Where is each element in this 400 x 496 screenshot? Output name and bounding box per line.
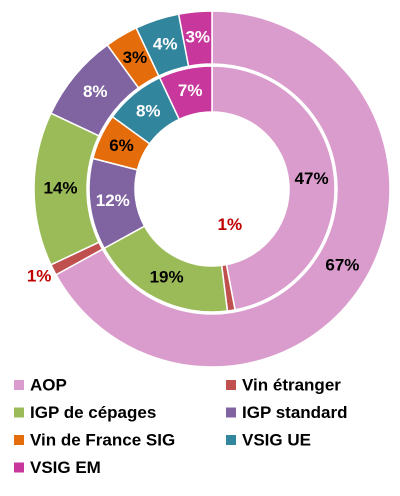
donut-segment [211,65,336,311]
legend-swatch [226,435,236,445]
data-label: 12% [96,191,130,210]
legend-swatch [14,380,24,390]
legend-swatch [14,462,24,473]
data-label: 3% [185,28,210,47]
data-label: 14% [43,178,77,197]
data-label: 19% [150,268,184,287]
legend-swatch [226,407,236,418]
data-label: 1% [27,267,52,286]
data-label: 6% [109,136,134,155]
data-label: 8% [136,101,161,120]
donut-segment [158,65,213,121]
legend-label: VSIG EM [30,458,101,477]
donut-segment [54,10,391,368]
data-label: 67% [325,256,359,275]
data-label: 8% [83,82,108,101]
legend-label: VSIG UE [242,430,311,449]
donut-segment [177,10,213,68]
legend-swatch [226,380,236,390]
data-label: 1% [217,215,242,234]
legend-label: Vin de France SIG [30,430,175,449]
legend-label: AOP [30,375,67,394]
legend-swatch [14,435,24,445]
legend-label: Vin étranger [242,375,341,394]
data-label: 7% [178,81,203,100]
legend-label: IGP standard [242,403,348,422]
data-label: 3% [123,48,148,67]
data-label: 47% [295,169,329,188]
data-label: 4% [153,34,178,53]
legend-swatch [14,407,24,418]
legend-label: IGP de cépages [30,403,156,422]
